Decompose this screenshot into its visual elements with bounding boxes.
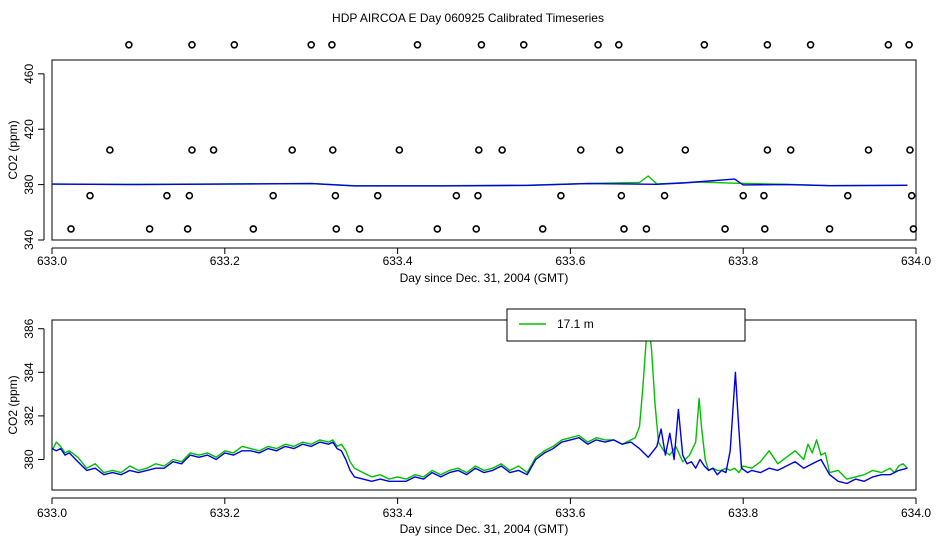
legend-label: 17.1 m [557,317,594,331]
calibration-point [355,225,364,233]
y-axis-label: CO2 (ppm) [6,120,20,179]
chart-title: HDP AIRCOA E Day 060925 Calibrated Times… [332,11,604,25]
plot-frame [51,59,917,241]
calibration-point [700,40,709,49]
calibration-point [67,225,75,233]
calibration-point [763,40,772,49]
calibration-point [721,225,729,233]
y-tick-label: 386 [22,318,36,338]
calibration-point [106,146,114,154]
calibration-point [433,225,442,233]
x-tick-label: 633.6 [555,254,585,268]
calibration-point [209,146,218,154]
calibration-point [642,225,651,233]
calibration-point [498,146,506,154]
calibration-point [188,146,196,154]
calibration-point [328,146,337,154]
blue-series-line [52,178,908,187]
y-tick-label: 380 [22,174,36,194]
y-tick-label: 460 [22,64,36,84]
calibration-point [474,191,482,200]
x-tick-label: 634.0 [901,506,931,520]
calibration-point [307,40,316,49]
calibration-point [884,40,893,49]
x-tick-label: 634.0 [901,254,931,268]
y-axis-label: CO2 (ppm) [6,375,20,434]
plot-frame [51,319,917,491]
calibration-point [739,191,748,200]
calibration-point [477,40,486,49]
y-tick-label: 382 [22,406,36,426]
calibration-point [188,40,196,49]
calibration-point [269,191,277,200]
calibration-point [185,191,194,200]
calibration-point [760,191,768,200]
x-tick-label: 633.2 [210,254,240,268]
calibration-point [617,191,626,200]
calibration-point [373,191,382,200]
calibration-point [557,191,565,200]
calibration-point [452,191,461,200]
calibration-point [843,191,852,200]
x-tick-label: 633.6 [555,506,585,520]
bottom-panel: 633.0 633.2 633.4 633.6 633.8 634.0 Day since … [6,308,931,536]
calibration-point [86,191,94,200]
calibration-point [681,146,690,154]
legend-box [506,308,746,342]
calibration-point [906,146,914,154]
x-tick-label: 633.0 [37,254,67,268]
calibration-point [909,225,918,233]
calibration-point [594,40,602,49]
calibration-point [475,146,483,154]
calibration-point [288,146,296,154]
calibration-point [163,191,171,200]
y-tick-label: 380 [22,449,36,469]
y-tick-label: 420 [22,119,36,139]
blue-series-line [52,371,908,485]
calibration-point [538,225,547,233]
y-tick-label: 384 [22,362,36,382]
calibration-point [620,225,628,233]
y-tick-label: 340 [22,230,36,250]
x-axis-label: Day since Dec. 31, 2004 (GMT) [400,271,569,285]
green-series-line [52,323,908,480]
calibration-point [760,225,769,233]
calibration-point [614,40,623,49]
calibration-point [332,225,341,233]
plot-area [52,175,908,187]
plot-area [52,323,908,485]
calibration-point [615,146,624,154]
calibration-point [472,225,481,233]
calibration-point [183,225,192,233]
calibration-point [806,40,815,49]
calibration-point [825,225,834,233]
calibration-point [519,40,528,49]
x-tick-label: 633.8 [728,254,758,268]
x-tick-label: 633.0 [37,506,67,520]
calibration-point [331,191,340,200]
calibration-point [145,225,154,233]
x-tick-label: 633.4 [383,506,413,520]
calibration-point [413,40,422,49]
calibration-point [660,191,669,200]
x-tick-label: 633.2 [210,506,240,520]
x-tick-label: 633.4 [383,254,413,268]
calibration-point [249,225,258,233]
calibration-point [125,40,133,49]
x-tick-label: 633.8 [728,506,758,520]
calibration-point [905,40,913,49]
calibration-point [763,146,772,154]
top-panel: 633.0 633.2 633.4 633.6 633.8 634.0 Day since … [6,40,931,285]
calibration-point [576,146,585,154]
calibration-point [328,40,336,49]
calibration-point [395,146,404,154]
calibration-point [907,191,916,200]
calibration-point [864,146,873,154]
x-axis-label: Day since Dec. 31, 2004 (GMT) [400,522,569,536]
calibration-point [230,40,239,49]
calibration-point [786,146,795,154]
